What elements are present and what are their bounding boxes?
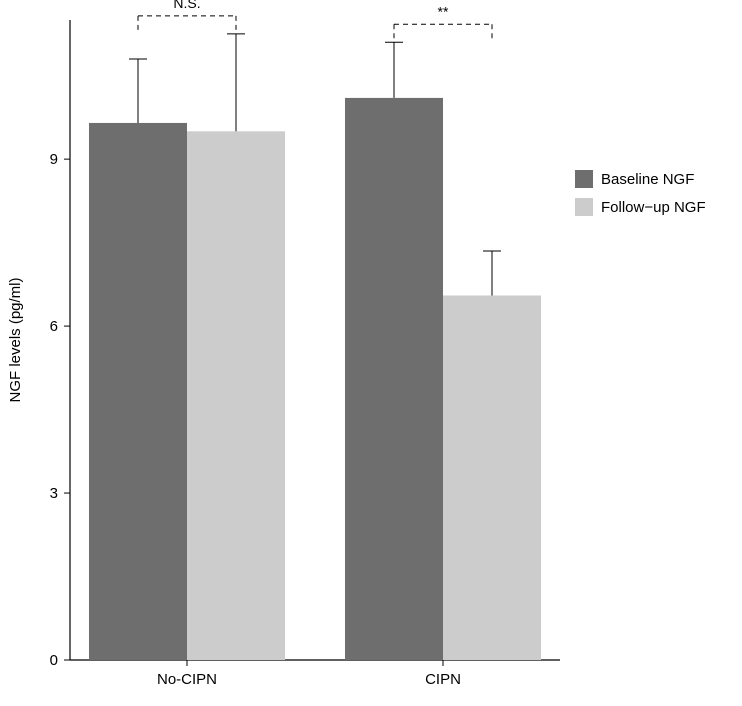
bar — [443, 295, 541, 660]
significance-label: ** — [438, 3, 449, 19]
bar — [187, 131, 285, 660]
y-tick-label: 3 — [50, 485, 58, 502]
legend-swatch — [575, 198, 593, 216]
significance-label: N.S. — [173, 0, 200, 11]
x-tick-label: CIPN — [425, 671, 461, 688]
chart-svg: 0 3 6 9 NGF levels (pg/ml) N.S. No-CIPN ** CIPN B… — [0, 0, 742, 706]
legend-label: Follow−up NGF — [601, 199, 706, 216]
y-tick-label: 6 — [50, 318, 58, 335]
x-tick-label: No-CIPN — [157, 671, 217, 688]
y-tick-label: 0 — [50, 652, 58, 669]
legend-label: Baseline NGF — [601, 171, 694, 188]
ngf-bar-chart: 0 3 6 9 NGF levels (pg/ml) N.S. No-CIPN ** CIPN B… — [0, 0, 742, 706]
y-axis-label: NGF levels (pg/ml) — [7, 277, 24, 402]
y-tick-label: 9 — [50, 151, 58, 168]
bar — [89, 123, 187, 660]
legend-swatch — [575, 170, 593, 188]
bar — [345, 98, 443, 660]
